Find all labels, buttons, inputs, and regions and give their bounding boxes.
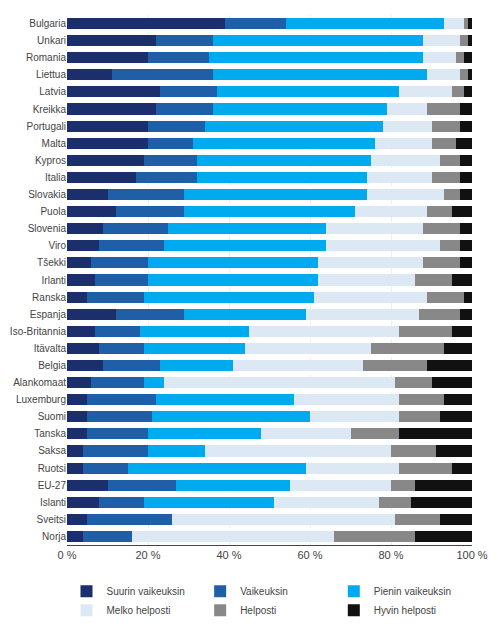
svg-text:40 %: 40 % — [216, 549, 241, 561]
svg-text:Helposti: Helposti — [240, 605, 276, 616]
svg-text:Bulgaria: Bulgaria — [29, 18, 66, 29]
svg-text:Liettua: Liettua — [36, 69, 66, 80]
svg-text:Ruotsi: Ruotsi — [38, 463, 66, 474]
svg-text:Luxemburg: Luxemburg — [16, 394, 66, 405]
svg-text:Tšekki: Tšekki — [37, 257, 66, 268]
svg-text:Latvia: Latvia — [39, 86, 66, 97]
svg-text:20 %: 20 % — [135, 549, 160, 561]
svg-text:Ranska: Ranska — [32, 292, 66, 303]
svg-text:Irlanti: Irlanti — [42, 275, 66, 286]
svg-text:Puola: Puola — [40, 206, 66, 217]
svg-text:Portugali: Portugali — [27, 121, 66, 132]
svg-text:Vaikeuksin: Vaikeuksin — [240, 586, 288, 597]
svg-text:Belgia: Belgia — [38, 360, 66, 371]
svg-text:Kypros: Kypros — [35, 155, 66, 166]
svg-text:EU-27: EU-27 — [38, 480, 67, 491]
svg-text:Alankomaat: Alankomaat — [13, 377, 66, 388]
svg-text:100 %: 100 % — [456, 549, 487, 561]
svg-text:Suurin vaikeuksin: Suurin vaikeuksin — [107, 586, 185, 597]
svg-text:Suomi: Suomi — [38, 411, 66, 422]
svg-text:Norja: Norja — [42, 531, 66, 542]
svg-text:Slovenia: Slovenia — [28, 223, 67, 234]
svg-text:Viro: Viro — [48, 240, 66, 251]
svg-text:Sveitsi: Sveitsi — [37, 514, 66, 525]
svg-text:Espanja: Espanja — [30, 309, 67, 320]
svg-text:Melko helposti: Melko helposti — [107, 605, 171, 616]
svg-text:Malta: Malta — [42, 138, 67, 149]
svg-text:0 %: 0 % — [58, 549, 77, 561]
svg-text:80 %: 80 % — [378, 549, 403, 561]
svg-text:Iso-Britannia: Iso-Britannia — [10, 326, 67, 337]
svg-text:Kreikka: Kreikka — [33, 104, 67, 115]
svg-text:Hyvin helposti: Hyvin helposti — [374, 605, 436, 616]
svg-text:Pienin vaikeuksin: Pienin vaikeuksin — [374, 586, 451, 597]
svg-text:Tanska: Tanska — [34, 428, 66, 439]
svg-text:Itävalta: Itävalta — [34, 343, 67, 354]
svg-text:Italia: Italia — [45, 172, 67, 183]
svg-text:Slovakia: Slovakia — [28, 189, 66, 200]
svg-text:Unkari: Unkari — [37, 35, 66, 46]
svg-text:Romania: Romania — [26, 52, 66, 63]
svg-text:Saksa: Saksa — [38, 445, 66, 456]
svg-text:60 %: 60 % — [297, 549, 322, 561]
svg-text:Islanti: Islanti — [40, 497, 66, 508]
